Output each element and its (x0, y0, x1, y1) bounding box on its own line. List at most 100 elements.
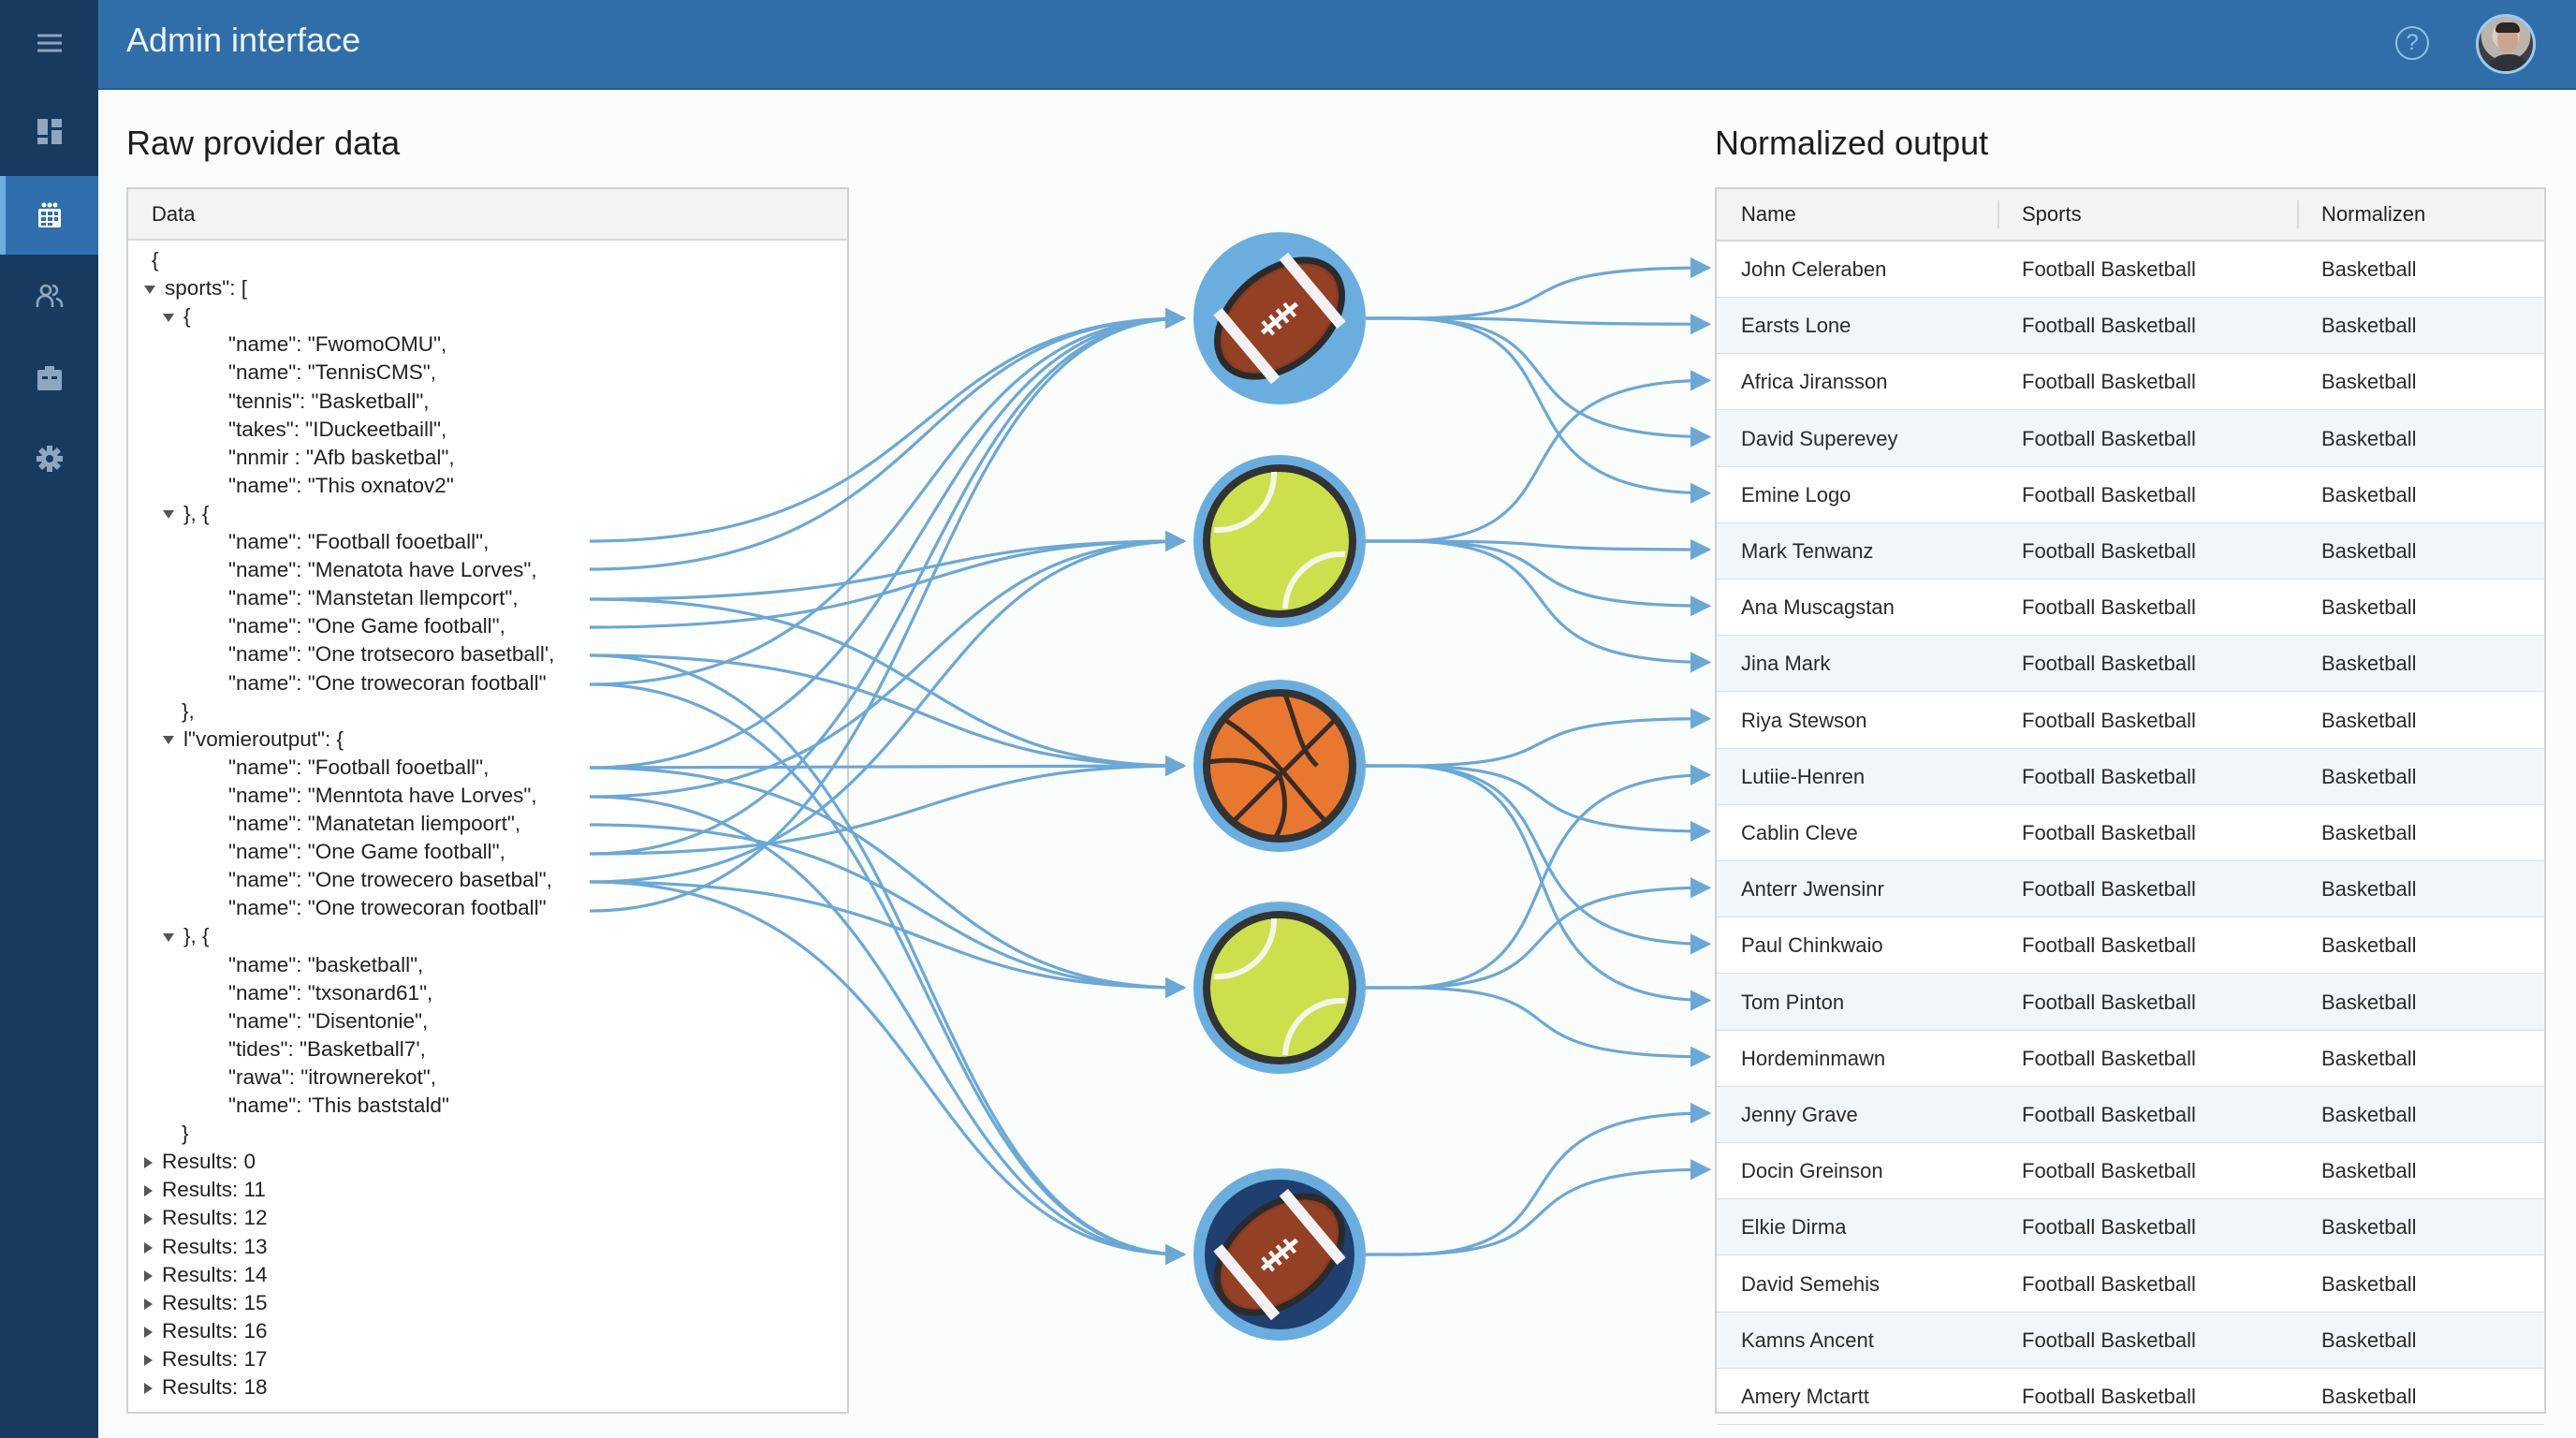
table-row[interactable]: Earsts Lone Football Basketball Basketball (1717, 298, 2544, 355)
table-row[interactable]: Cablin Cleve Football Basketball Basketbal… (1717, 805, 2544, 861)
json-line-text: "tides": "Basketball7', (228, 1036, 426, 1061)
json-line-text: Results: 14 (162, 1262, 268, 1286)
table-row[interactable]: Mark Tenwanz Football Basketball Basketbal… (1717, 523, 2544, 580)
collapse-caret-icon[interactable] (163, 510, 174, 520)
results-node[interactable]: Results: 18 (144, 1373, 268, 1401)
column-divider[interactable] (2297, 200, 2299, 228)
column-header-sports[interactable]: Sports (2022, 202, 2082, 226)
expand-caret-icon[interactable] (144, 1354, 153, 1366)
table-row[interactable]: David Semehis Football Basketball Basketba… (1717, 1256, 2544, 1313)
results-node[interactable]: Results: 13 (144, 1233, 268, 1261)
json-line[interactable]: l"vomieroutput": { (163, 726, 344, 754)
expand-caret-icon[interactable] (144, 1157, 153, 1169)
table-row[interactable]: Anterr Jwensinr Football Basketball Basket… (1717, 861, 2544, 918)
row-name: Jenny Grave (1741, 1103, 1858, 1126)
row-normalized: Basketball (2321, 1385, 2417, 1408)
tennis-ball-icon[interactable] (1193, 902, 1366, 1074)
json-line-text: "name": "Football fooetball", (228, 755, 490, 779)
row-name: Paul Chinkwaio (1741, 933, 1883, 958)
expand-caret-icon[interactable] (144, 1383, 153, 1395)
expand-caret-icon[interactable] (144, 1326, 153, 1338)
row-sports: Football Basketball (2022, 933, 2196, 958)
results-node[interactable]: Results: 14 (144, 1261, 268, 1289)
sidebar-item-data-mapping[interactable] (0, 176, 98, 255)
expand-caret-icon[interactable] (144, 1185, 153, 1197)
basketball-icon[interactable] (1193, 680, 1366, 852)
json-line: "tennis": "Basketball", (228, 388, 430, 416)
table-row[interactable]: Tom Pinton Football Basketball Basketball (1717, 974, 2544, 1031)
football-icon[interactable] (1193, 232, 1366, 404)
briefcase-icon (37, 366, 62, 390)
normalized-link (1366, 764, 1712, 1011)
json-line: "name": "Menntota have Lorves", (228, 782, 537, 810)
results-node[interactable]: Results: 0 (144, 1148, 256, 1176)
collapse-caret-icon[interactable] (144, 285, 155, 294)
table-row[interactable]: Lutiie-Henren Football Basketball Basketba… (1717, 748, 2544, 805)
help-button[interactable]: ? (2395, 26, 2429, 60)
json-line[interactable]: sports": [ (144, 274, 247, 302)
sidebar-item-dashboard[interactable] (0, 92, 98, 170)
table-row[interactable]: Hordeminmawn Football Basketball Basketbal… (1717, 1031, 2544, 1087)
normalized-link (1366, 764, 1712, 955)
table-row[interactable]: Docin Greinson Football Basketball Basketb… (1717, 1143, 2544, 1200)
results-node[interactable]: Results: 17 (144, 1345, 268, 1373)
json-line[interactable]: }, { (163, 500, 210, 528)
column-header-name[interactable]: Name (1741, 202, 1796, 226)
results-node[interactable]: Results: 11 (144, 1176, 266, 1204)
table-row[interactable]: John Celeraben Football Basketball Basketb… (1717, 242, 2544, 298)
user-avatar[interactable] (2476, 14, 2536, 74)
row-sports: Football Basketball (2022, 652, 2196, 676)
normalized-link (1366, 316, 1712, 504)
row-normalized: Basketball (2321, 990, 2417, 1014)
table-row[interactable]: Africa Jiransson Football Basketball Baske… (1717, 354, 2544, 411)
football-icon[interactable] (1193, 1168, 1366, 1341)
table-row[interactable]: Kamns Ancent Football Basketball Basketbal… (1717, 1312, 2544, 1369)
table-row[interactable]: Amery Mctartt Football Basketball Basketba… (1717, 1369, 2544, 1425)
collapse-caret-icon[interactable] (163, 313, 174, 322)
json-line-text: "name": 'This baststald" (228, 1093, 449, 1117)
collapse-caret-icon[interactable] (163, 736, 174, 745)
json-line-text: "name": "One trowecero basetbal", (228, 868, 552, 892)
json-line: "name": "One trowecoran football" (228, 669, 547, 697)
json-line[interactable]: { (163, 302, 191, 330)
table-row[interactable]: Jenny Grave Football Basketball Basketball (1717, 1087, 2544, 1143)
table-row[interactable]: Jina Mark Football Basketball Basketball (1717, 636, 2544, 693)
tennis-ball-icon[interactable] (1193, 455, 1366, 627)
sidebar-item-briefcase[interactable] (0, 339, 98, 418)
json-line: } (182, 1120, 189, 1148)
sidebar-menu-button[interactable] (0, 4, 98, 82)
expand-caret-icon[interactable] (144, 1298, 153, 1310)
row-name: Mark Tenwanz (1741, 539, 1874, 563)
sidebar-item-settings[interactable] (0, 419, 98, 498)
table-row[interactable]: Paul Chinkwaio Football Basketball Basketb… (1717, 917, 2544, 975)
results-node[interactable]: Results: 16 (144, 1317, 268, 1345)
column-header-normalized[interactable]: Normalizen (2321, 202, 2426, 226)
row-sports: Football Basketball (2022, 1159, 2196, 1183)
json-line-text: "name": "TennisCMS", (228, 360, 437, 385)
table-row[interactable]: Ana Muscagstan Football Basketball Basketb… (1717, 580, 2544, 637)
avatar-hair (2496, 22, 2520, 33)
expand-caret-icon[interactable] (144, 1241, 153, 1254)
expand-caret-icon[interactable] (144, 1213, 153, 1225)
normalized-link (1366, 257, 1712, 320)
table-row[interactable]: Riya Stewson Football Basketball Basketbal… (1717, 693, 2544, 749)
row-sports: Football Basketball (2022, 257, 2196, 281)
hamburger-icon (37, 34, 62, 52)
row-name: Hordeminmawn (1741, 1046, 1886, 1070)
table-row[interactable]: Emine Logo Football Basketball Basketball (1717, 467, 2544, 523)
row-normalized: Basketball (2321, 426, 2417, 450)
json-line-text: "name": "Menatota have Lorves", (228, 558, 537, 582)
gear-icon (36, 446, 63, 472)
json-line: "name": "One trowecoran football" (228, 894, 547, 922)
expand-caret-icon[interactable] (144, 1269, 153, 1282)
results-node[interactable]: Results: 15 (144, 1289, 268, 1317)
column-divider[interactable] (1998, 200, 1999, 228)
table-row[interactable]: Elkie Dirma Football Basketball Basketball (1717, 1199, 2544, 1256)
json-line[interactable]: }, { (163, 922, 210, 950)
json-line: "name": "This oxnatov2" (228, 472, 454, 500)
table-row[interactable]: David Superevey Football Basketball Basket… (1717, 410, 2544, 467)
sidebar-item-users[interactable] (0, 257, 98, 335)
results-node[interactable]: Results: 12 (144, 1204, 268, 1232)
collapse-caret-icon[interactable] (163, 932, 174, 942)
row-normalized: Basketball (2321, 1046, 2417, 1070)
